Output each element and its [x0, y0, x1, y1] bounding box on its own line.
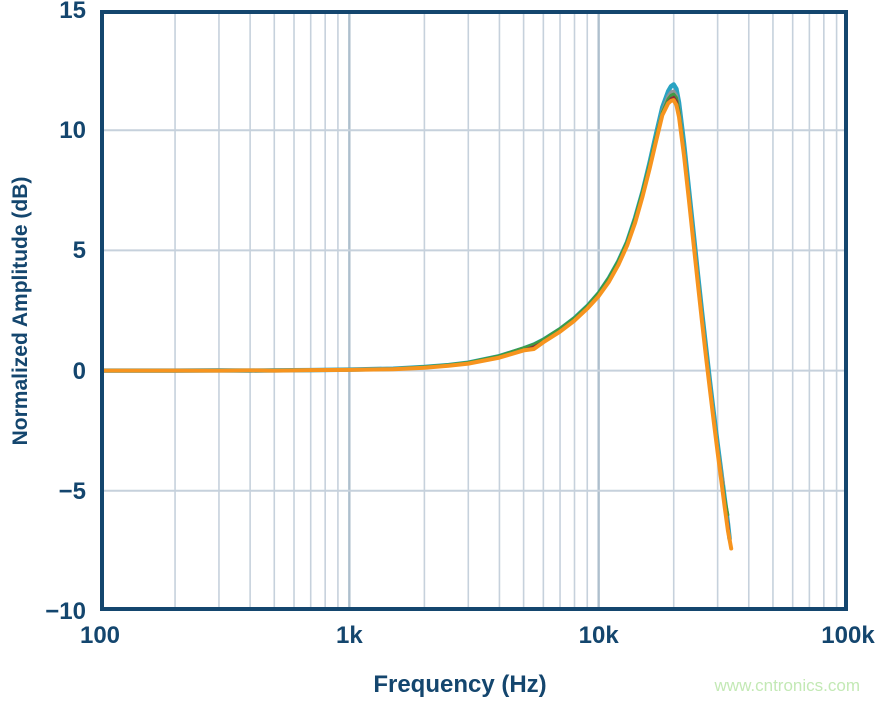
gridlines	[100, 10, 848, 611]
series-unit-green	[100, 92, 730, 517]
series-unit-teal	[100, 82, 732, 542]
watermark-text: www.cntronics.com	[714, 676, 860, 695]
y-tick-label: 10	[59, 117, 86, 145]
plot-border	[100, 10, 848, 611]
x-tick-label: 100	[79, 622, 121, 649]
series-lines	[100, 82, 734, 551]
y-axis-title: Normalized Amplitude (dB)	[9, 176, 32, 446]
x-tick-label: 1k	[335, 622, 363, 649]
y-tick-label: −5	[58, 477, 86, 505]
y-tick-label: 0	[72, 357, 86, 385]
y-tick-label: 15	[59, 0, 86, 24]
x-tick-label: 10k	[578, 622, 619, 649]
y-tick-label: −10	[45, 598, 86, 625]
x-axis-title: Frequency (Hz)	[373, 671, 547, 698]
x-tick-label: 100k	[821, 622, 875, 649]
series-unit-orange	[100, 98, 734, 551]
series-unit-gray	[100, 89, 726, 486]
y-tick-label: 5	[72, 237, 86, 265]
series-unit-maroon	[100, 95, 731, 531]
